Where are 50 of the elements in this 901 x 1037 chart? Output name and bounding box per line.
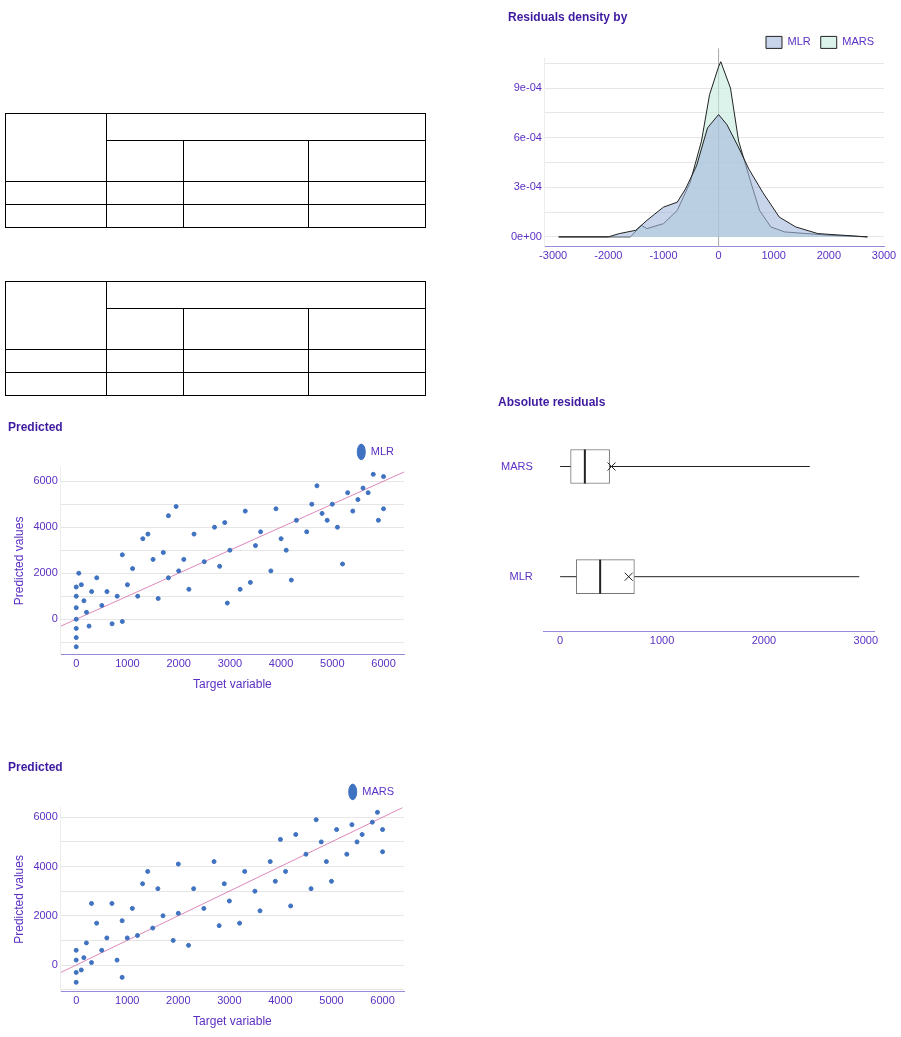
chart-title: Predicted xyxy=(8,419,63,434)
x-tick-label: -2000 xyxy=(594,249,623,262)
y-axis-title: Predicted values xyxy=(11,855,26,944)
legend-label: MLR xyxy=(787,35,811,48)
legend-label: MLR xyxy=(370,444,395,457)
x-tick-label: 2000 xyxy=(751,634,777,647)
y-tick-label: 3e-04 xyxy=(513,180,542,193)
x-tick-label: 3000 xyxy=(217,657,243,670)
x-tick-label: 5000 xyxy=(319,994,344,1007)
y-tick-label: 0 xyxy=(51,612,58,625)
y-axis-title: Predicted values xyxy=(11,516,26,606)
chart-title: Absolute residuals xyxy=(498,394,606,409)
y-tick-label: 9e-04 xyxy=(513,81,542,94)
x-tick-label: 0 xyxy=(73,657,80,670)
x-tick-label: 1000 xyxy=(115,994,140,1007)
x-tick-label: 6000 xyxy=(370,994,395,1007)
y-tick-label: 0 xyxy=(51,958,58,971)
x-tick-label: 1000 xyxy=(649,634,675,647)
x-tick-label: 2000 xyxy=(166,994,191,1007)
y-tick-label: MLR xyxy=(509,569,533,582)
x-tick-label: 3000 xyxy=(871,249,897,262)
y-tick-label: 6000 xyxy=(33,810,58,823)
x-axis-title: Target variable xyxy=(193,1014,273,1029)
x-tick-label: 5000 xyxy=(320,657,345,670)
chart-title: Residuals density by xyxy=(508,9,628,24)
x-tick-label: 2000 xyxy=(166,657,191,670)
x-tick-label: 0 xyxy=(715,249,722,262)
y-tick-label: 2000 xyxy=(33,908,58,921)
x-tick-label: 3000 xyxy=(217,994,242,1007)
x-tick-label: 4000 xyxy=(268,657,294,670)
x-tick-label: 6000 xyxy=(371,657,396,670)
chart-title: Predicted xyxy=(8,759,63,774)
legend-label: MARS xyxy=(362,784,394,797)
x-axis-title: Target variable xyxy=(193,677,273,692)
x-tick-label: 2000 xyxy=(816,249,842,262)
x-tick-label: 0 xyxy=(557,634,564,647)
y-tick-label: 4000 xyxy=(33,859,58,872)
x-tick-label: 4000 xyxy=(268,994,293,1007)
x-tick-label: 0 xyxy=(73,994,80,1007)
x-tick-label: 3000 xyxy=(853,634,879,647)
x-tick-label: -3000 xyxy=(539,249,568,262)
y-tick-label: 6000 xyxy=(33,474,58,487)
x-tick-label: 1000 xyxy=(115,657,140,670)
y-tick-label: 2000 xyxy=(33,566,58,579)
legend-label: MARS xyxy=(842,35,874,48)
x-tick-label: 1000 xyxy=(761,249,786,262)
x-tick-label: -1000 xyxy=(649,249,678,262)
y-tick-label: 0e+00 xyxy=(510,229,542,242)
y-tick-label: 6e-04 xyxy=(513,130,542,143)
y-tick-label: 4000 xyxy=(33,520,58,533)
